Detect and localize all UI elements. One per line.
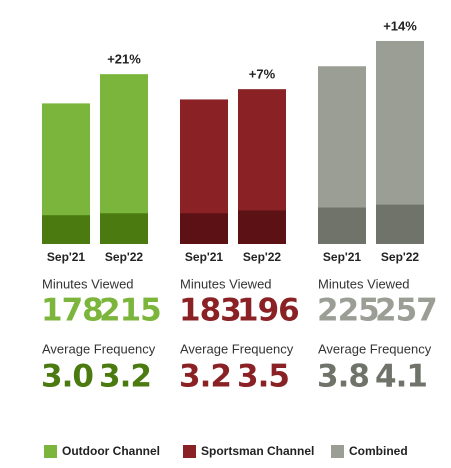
bar-frequency bbox=[42, 215, 90, 244]
bar-frequency bbox=[318, 207, 366, 244]
frequency-value: 3.2 bbox=[179, 359, 231, 395]
frequency-value: 3.8 bbox=[317, 359, 369, 395]
minutes-value: 257 bbox=[375, 293, 437, 329]
minutes-label: Minutes Viewed bbox=[180, 276, 272, 291]
legend-label: Combined bbox=[349, 444, 408, 458]
change-label: +21% bbox=[107, 52, 141, 67]
frequency-label: Average Frequency bbox=[180, 341, 294, 356]
minutes-value: 183 bbox=[179, 293, 241, 329]
frequency-value: 3.2 bbox=[99, 359, 151, 395]
legend-swatch bbox=[183, 445, 196, 458]
minutes-value: 178 bbox=[41, 293, 103, 329]
frequency-label: Average Frequency bbox=[42, 341, 156, 356]
frequency-value: 4.1 bbox=[375, 359, 427, 395]
frequency-value: 3.5 bbox=[237, 359, 289, 395]
change-label: +7% bbox=[249, 67, 276, 82]
minutes-value: 215 bbox=[99, 293, 161, 329]
minutes-label: Minutes Viewed bbox=[318, 276, 410, 291]
legend-label: Outdoor Channel bbox=[62, 444, 160, 458]
bar-frequency bbox=[100, 213, 148, 244]
x-tick-label: Sep'21 bbox=[323, 250, 362, 264]
bar-frequency bbox=[376, 204, 424, 244]
legend-swatch bbox=[331, 445, 344, 458]
x-tick-label: Sep'21 bbox=[185, 250, 224, 264]
change-label: +14% bbox=[383, 18, 417, 33]
bar-frequency bbox=[238, 210, 286, 244]
x-tick-label: Sep'22 bbox=[105, 250, 144, 264]
minutes-value: 225 bbox=[317, 293, 379, 329]
x-tick-label: Sep'22 bbox=[381, 250, 420, 264]
minutes-label: Minutes Viewed bbox=[42, 276, 134, 291]
legend-swatch bbox=[44, 445, 57, 458]
frequency-label: Average Frequency bbox=[318, 341, 432, 356]
frequency-value: 3.0 bbox=[41, 359, 93, 395]
legend-label: Sportsman Channel bbox=[201, 444, 314, 458]
x-tick-label: Sep'21 bbox=[47, 250, 86, 264]
minutes-value: 196 bbox=[237, 293, 299, 329]
x-tick-label: Sep'22 bbox=[243, 250, 282, 264]
bar-frequency bbox=[180, 213, 228, 244]
